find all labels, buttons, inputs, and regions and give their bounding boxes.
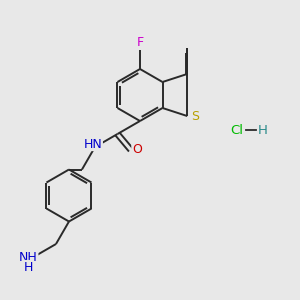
Text: F: F (136, 36, 144, 49)
Text: O: O (132, 143, 142, 156)
Text: Cl: Cl (230, 124, 243, 136)
Text: HN: HN (84, 137, 102, 151)
Text: S: S (191, 110, 199, 122)
Text: H: H (24, 260, 33, 274)
Text: NH: NH (19, 250, 38, 263)
Text: H: H (258, 124, 268, 136)
